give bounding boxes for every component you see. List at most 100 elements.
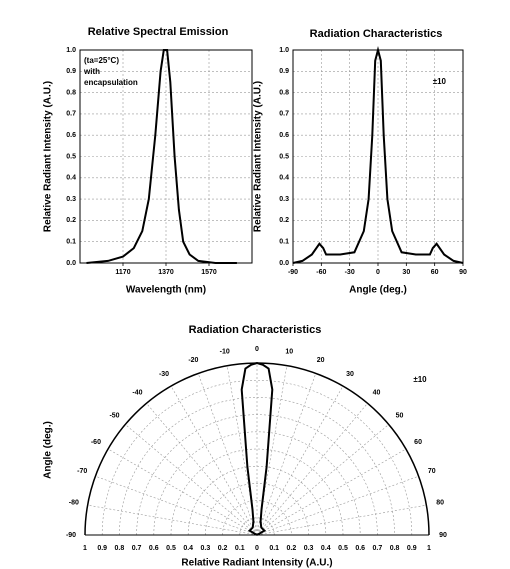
grid-spoke: [95, 475, 258, 536]
y-tick-label: 0.6: [279, 132, 289, 139]
annotation: (ta=25°C): [84, 56, 119, 65]
y-tick-label: 0.1: [279, 239, 289, 246]
x-tick-label: 0: [255, 545, 259, 552]
angle-tick-label: 50: [396, 412, 404, 419]
y-tick-label: 0.9: [279, 68, 289, 75]
y-axis-label: Relative Radiant Intensity (A.U.): [253, 81, 264, 232]
annotation: ±10: [413, 375, 427, 384]
angle-tick-label: -80: [69, 500, 79, 507]
grid-spoke: [125, 424, 258, 536]
x-axis-label: Relative Radiant Intensity (A.U.): [181, 558, 332, 569]
y-tick-label: 0.7: [279, 111, 289, 118]
angle-tick-label: 80: [436, 500, 444, 507]
x-tick-label: -30: [345, 269, 355, 276]
y-tick-label: 0.9: [66, 68, 76, 75]
y-tick-label: 0.2: [279, 217, 289, 224]
angle-tick-label: 30: [346, 371, 354, 378]
x-tick-label: 1170: [115, 269, 130, 276]
grid-circle: [187, 465, 327, 536]
grid-spoke: [170, 385, 258, 536]
y-tick-label: 0.1: [66, 239, 76, 246]
data-line: [86, 49, 237, 264]
y-tick-label: 0.7: [66, 111, 76, 118]
y-tick-label: 0.2: [66, 217, 76, 224]
x-tick-label: 60: [431, 269, 439, 276]
grid-spoke: [256, 448, 407, 536]
x-tick-label: 0.6: [149, 545, 159, 552]
annotation: encapsulation: [84, 78, 138, 87]
angle-tick-label: -60: [91, 439, 101, 446]
y-tick-label: 0.4: [279, 175, 289, 182]
angle-tick-label: -40: [132, 389, 142, 396]
grid-spoke: [256, 373, 317, 536]
x-tick-label: 0.1: [235, 545, 245, 552]
x-tick-label: 1370: [158, 269, 174, 276]
grid-circle: [170, 448, 344, 536]
x-tick-label: 0.1: [269, 545, 279, 552]
x-tick-label: -60: [316, 269, 326, 276]
grid-spoke: [87, 504, 258, 536]
grid-spoke: [107, 448, 258, 536]
x-tick-label: 1570: [201, 269, 217, 276]
angle-tick-label: 20: [317, 357, 325, 364]
y-tick-label: 0.8: [66, 89, 76, 96]
x-tick-label: 0.5: [166, 545, 176, 552]
y-tick-label: 0.0: [279, 260, 289, 267]
angle-tick-label: -10: [220, 349, 230, 356]
x-tick-label: 90: [459, 269, 467, 276]
angle-tick-label: 90: [439, 532, 447, 539]
x-tick-label: 30: [402, 269, 410, 276]
x-tick-label: 0.5: [338, 545, 348, 552]
grid-spoke: [256, 403, 368, 536]
grid-spoke: [256, 504, 427, 536]
data-line: [240, 361, 274, 536]
x-tick-label: 0.3: [304, 545, 314, 552]
grid-spoke: [256, 385, 344, 536]
grid-spoke: [256, 475, 419, 536]
grid-spoke: [146, 403, 258, 536]
x-axis-label: Wavelength (nm): [126, 285, 206, 296]
angle-tick-label: -90: [66, 532, 76, 539]
data-line: [292, 46, 464, 264]
x-tick-label: 0.2: [218, 545, 228, 552]
annotation: ±10: [433, 77, 447, 86]
x-tick-label: 0.9: [407, 545, 417, 552]
angle-tick-label: 70: [428, 468, 436, 475]
x-tick-label: 0: [376, 269, 380, 276]
angle-tick-label: 60: [414, 439, 422, 446]
x-tick-label: 0.9: [97, 545, 107, 552]
y-tick-label: 0.6: [66, 132, 76, 139]
angle-tick-label: -30: [159, 371, 169, 378]
y-tick-label: 0.0: [66, 260, 76, 267]
y-tick-label: 0.5: [279, 153, 289, 160]
grid-circle: [205, 483, 309, 536]
x-tick-label: 0.4: [183, 545, 193, 552]
angle-tick-label: -50: [109, 412, 119, 419]
annotation: with: [83, 67, 100, 76]
angle-tick-label: -20: [188, 357, 198, 364]
y-tick-label: 0.4: [66, 175, 76, 182]
angle-tick-label: 40: [373, 389, 381, 396]
y-tick-label: 1.0: [66, 47, 76, 54]
x-tick-label: 0.8: [115, 545, 125, 552]
grid-circle: [222, 500, 292, 536]
x-tick-label: 0.4: [321, 545, 331, 552]
y-tick-label: 0.3: [279, 196, 289, 203]
grid-spoke: [256, 424, 389, 536]
y-tick-label: 0.8: [279, 89, 289, 96]
chart-title: Relative Spectral Emission: [88, 26, 229, 38]
x-tick-label: 0.7: [132, 545, 142, 552]
chart-title: Radiation Characteristics: [310, 28, 443, 40]
x-tick-label: 0.3: [201, 545, 211, 552]
y-tick-label: 0.3: [66, 196, 76, 203]
x-tick-label: 0.7: [373, 545, 383, 552]
angle-tick-label: 0: [255, 346, 259, 353]
grid-circle: [153, 431, 361, 536]
x-axis-label: Angle (deg.): [349, 285, 407, 296]
angle-tick-label: 10: [285, 349, 293, 356]
y-axis-label: Angle (deg.): [43, 421, 54, 479]
x-tick-label: 0.8: [390, 545, 400, 552]
y-tick-label: 0.5: [66, 153, 76, 160]
x-tick-label: 0.6: [355, 545, 365, 552]
